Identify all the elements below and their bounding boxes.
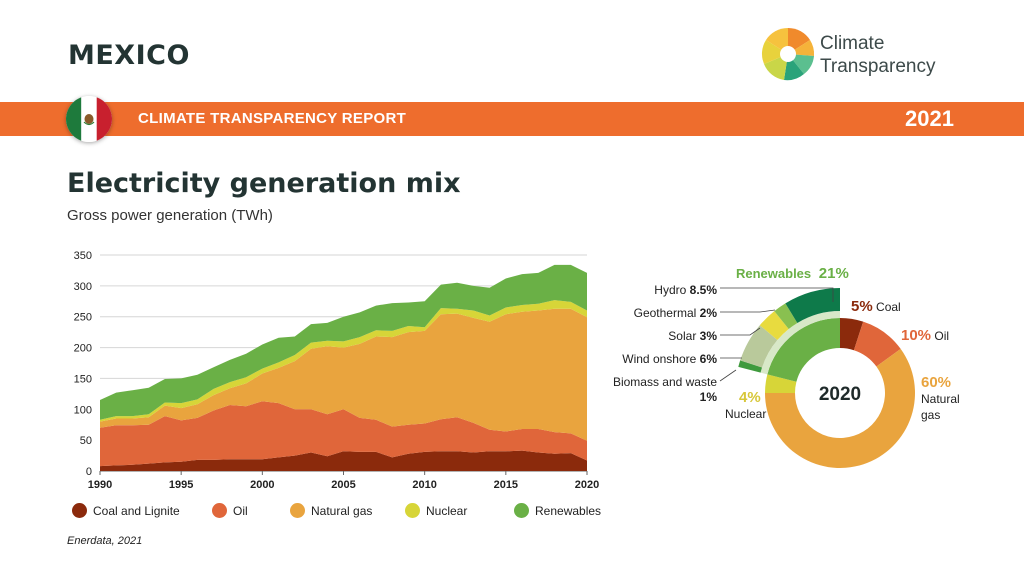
x-tick-label: 2020 (575, 479, 599, 491)
country-title: MEXICO (68, 40, 190, 71)
x-tick-label: 2000 (250, 479, 274, 491)
geothermal-pct: 2% (699, 306, 717, 320)
geothermal-name: Geothermal (633, 306, 697, 320)
logo-icon (761, 27, 815, 81)
biomass-pct: 1% (699, 390, 717, 404)
chart-subtitle: Gross power generation (TWh) (67, 207, 273, 224)
x-tick-label: 1990 (88, 479, 112, 491)
legend-swatch-coal (72, 503, 87, 518)
leader-line-biomass (719, 369, 737, 382)
oil-pct: 10% (901, 327, 932, 344)
legend-item-nuclear: Nuclear (405, 503, 467, 518)
renewables-breakdown-slice (740, 325, 778, 368)
solar-pct: 3% (699, 329, 717, 343)
report-year: 2021 (905, 106, 954, 131)
renewables-name: Renewables (736, 266, 812, 281)
legend-label-nuclear: Nuclear (426, 503, 468, 518)
donut-chart: 2020 (719, 287, 915, 468)
y-tick-label: 50 (80, 435, 92, 447)
renewables-ring-band (760, 311, 840, 375)
x-tick-label: 1995 (169, 479, 193, 491)
y-tick-label: 0 (86, 466, 92, 478)
nuclear-name: Nuclear (725, 407, 767, 421)
renewables-pct: 21% (818, 265, 849, 282)
logo-line-2: Transparency (820, 56, 936, 77)
renewables-breakdown-slice (785, 288, 840, 323)
donut-center-label: 2020 (819, 384, 861, 405)
legend-item-coal: Coal and Lignite (72, 503, 180, 518)
donut-slice-coal (840, 318, 864, 351)
hydro-label: Hydro 8.5% (654, 283, 717, 297)
gas-name-2: gas (921, 408, 941, 422)
legend-swatch-nuclear (405, 503, 420, 518)
legend-label-coal: Coal and Lignite (93, 503, 180, 518)
hydro-name: Hydro (654, 283, 687, 297)
oil-name: Oil (934, 329, 950, 343)
legend-item-gas: Natural gas (290, 503, 372, 518)
chart-legend: Coal and Lignite Oil Natural gas Nuclear… (72, 503, 632, 525)
wind-name: Wind onshore (622, 352, 697, 366)
chart-title: Electricity generation mix (67, 168, 461, 199)
coal-label: 5% Coal (851, 298, 901, 315)
report-band: CLIMATE TRANSPARENCY REPORT 2021 (0, 102, 1024, 136)
y-tick-label: 150 (74, 373, 92, 385)
gas-pct: 60% (921, 374, 952, 391)
donut-slice-nuclear (765, 374, 797, 393)
area-series-gas (100, 308, 587, 441)
y-tick-label: 300 (74, 281, 92, 293)
logo-text: Climate Transparency (820, 32, 935, 78)
gas-label: 60% Natural gas (921, 375, 960, 423)
area-series-oil (100, 401, 587, 467)
biomass-name: Biomass and waste (612, 375, 717, 389)
solar-name: Solar (668, 329, 697, 343)
mexico-flag-icon (66, 96, 112, 142)
x-tick-label: 2015 (494, 479, 518, 491)
leader-line-hydro (720, 287, 834, 302)
renewables-breakdown-slice (759, 311, 789, 341)
report-title: CLIMATE TRANSPARENCY REPORT (138, 110, 407, 127)
donut-slice-gas (765, 348, 915, 468)
x-tick-label: 2010 (412, 479, 436, 491)
coal-name: Coal (876, 300, 901, 314)
legend-item-renewables: Renewables (514, 503, 601, 518)
nuclear-label: 4% Nuclear (725, 390, 766, 422)
biomass-label: Biomass and waste 1% (613, 375, 717, 405)
y-tick-label: 200 (74, 343, 92, 355)
y-tick-label: 100 (74, 404, 92, 416)
area-series-renewables (100, 264, 587, 420)
oil-label: 10% Oil (901, 327, 949, 344)
legend-label-gas: Natural gas (311, 503, 373, 518)
legend-swatch-renewables (514, 503, 529, 518)
solar-label: Solar 3% (668, 329, 717, 343)
x-tick-label: 2005 (331, 479, 355, 491)
renewables-breakdown-slice (774, 303, 798, 330)
wind-pct: 6% (699, 352, 717, 366)
legend-item-oil: Oil (212, 503, 248, 518)
legend-label-oil: Oil (233, 503, 248, 518)
coal-pct: 5% (851, 298, 873, 315)
y-tick-label: 350 (74, 250, 92, 262)
wind-label: Wind onshore 6% (622, 352, 717, 366)
donut-slice-renewables (767, 318, 840, 382)
renewables-label: Renewables 21% (736, 265, 849, 282)
donut-slice-oil (853, 321, 901, 367)
legend-swatch-oil (212, 503, 227, 518)
climate-transparency-logo: Climate Transparency (760, 26, 970, 82)
area-series-nuclear (100, 300, 587, 422)
logo-line-1: Climate (820, 33, 885, 54)
leader-line-geothermal (720, 309, 776, 313)
legend-swatch-gas (290, 503, 305, 518)
hydro-pct: 8.5% (689, 283, 717, 297)
gas-name-1: Natural (921, 392, 960, 406)
y-tick-label: 250 (74, 312, 92, 324)
source-note: Enerdata, 2021 (67, 535, 143, 547)
area-chart: 0 50 100 150 200 250 300 350 1990 1995 2000 2005 201… (74, 250, 600, 491)
nuclear-pct: 4% (739, 389, 761, 406)
geothermal-label: Geothermal 2% (634, 306, 717, 320)
area-series-coal (100, 450, 587, 471)
renewables-breakdown-slice (738, 360, 763, 373)
leader-line-solar (720, 327, 761, 336)
legend-label-renewables: Renewables (535, 503, 602, 518)
